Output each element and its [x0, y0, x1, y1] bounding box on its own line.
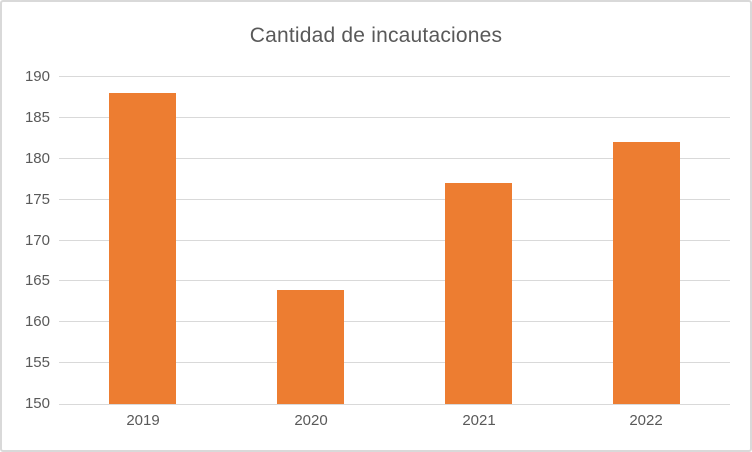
x-axis-line	[59, 404, 730, 405]
bar-2022	[613, 142, 680, 404]
gridline	[59, 280, 730, 281]
y-axis-tick-label: 175	[24, 191, 50, 208]
gridline	[59, 240, 730, 241]
plot-area	[59, 76, 730, 405]
y-axis-tick-label: 150	[24, 395, 50, 412]
x-axis: 2019 2020 2021 2022	[59, 412, 730, 436]
gridline	[59, 158, 730, 159]
gridline	[59, 199, 730, 200]
y-axis-tick-label: 165	[24, 272, 50, 289]
y-axis-tick-label: 160	[24, 313, 50, 330]
y-axis: 150 155 160 165 170 175 180 185 190	[10, 69, 50, 412]
gridline	[59, 362, 730, 363]
x-axis-tick-label: 2020	[294, 412, 328, 429]
y-axis-tick-label: 185	[24, 109, 50, 126]
bar-2020	[277, 290, 344, 404]
x-axis-tick-label: 2019	[126, 412, 160, 429]
gridline	[59, 321, 730, 322]
bar-2019	[109, 93, 176, 404]
y-axis-tick-label: 155	[24, 354, 50, 371]
gridline	[59, 76, 730, 77]
y-axis-tick-label: 180	[24, 150, 50, 167]
y-axis-tick-label: 190	[24, 68, 50, 85]
bar-2021	[445, 183, 512, 404]
y-axis-tick-label: 170	[24, 232, 50, 249]
x-axis-tick-label: 2022	[629, 412, 663, 429]
gridline	[59, 117, 730, 118]
chart-title: Cantidad de incautaciones	[249, 24, 503, 47]
x-axis-tick-label: 2021	[462, 412, 496, 429]
